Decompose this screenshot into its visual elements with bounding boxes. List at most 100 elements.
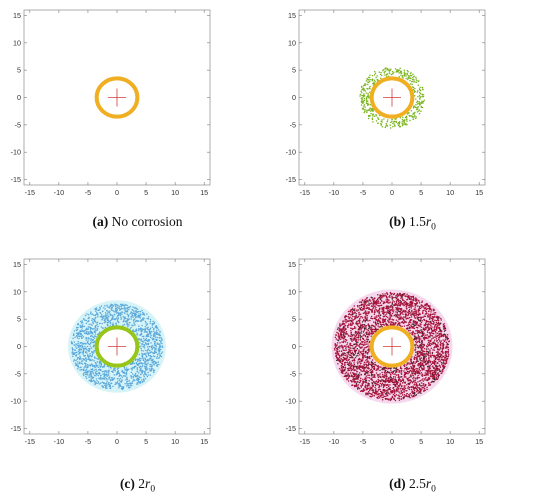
corrosion-particle	[110, 382, 112, 385]
corrosion-particle	[383, 71, 386, 73]
corrosion-particle	[134, 365, 137, 368]
corrosion-particle	[375, 391, 377, 393]
corrosion-particle	[380, 74, 383, 77]
corrosion-particle	[371, 366, 373, 369]
x-tick-label-b: 10	[446, 188, 454, 197]
corrosion-particle	[352, 321, 354, 323]
corrosion-particle	[377, 378, 379, 381]
corrosion-particle	[353, 337, 356, 339]
corrosion-particle	[344, 354, 347, 357]
corrosion-particle	[348, 353, 350, 356]
corrosion-particle	[415, 78, 417, 80]
corrosion-particle	[345, 349, 348, 351]
corrosion-particle	[137, 375, 139, 378]
corrosion-particle	[358, 365, 360, 367]
corrosion-particle	[433, 312, 435, 314]
corrosion-particle	[147, 316, 150, 318]
corrosion-particle	[76, 344, 78, 346]
corrosion-particle	[385, 313, 388, 315]
corrosion-particle	[351, 351, 354, 354]
corrosion-particle	[80, 348, 83, 351]
corrosion-particle	[136, 381, 139, 384]
x-tick-label-b: -10	[329, 188, 339, 197]
corrosion-particle	[417, 362, 420, 365]
corrosion-particle	[410, 307, 413, 309]
corrosion-particle	[366, 386, 368, 388]
corrosion-particle	[156, 336, 158, 339]
corrosion-particle	[424, 389, 426, 392]
corrosion-particle	[364, 377, 366, 379]
corrosion-particle	[86, 373, 88, 376]
corrosion-particle	[103, 370, 105, 373]
corrosion-particle	[145, 354, 147, 356]
corrosion-particle	[407, 324, 409, 327]
corrosion-particle	[155, 325, 158, 327]
corrosion-particle	[420, 362, 422, 364]
corrosion-particle	[139, 310, 142, 313]
corrosion-particle	[354, 334, 356, 336]
corrosion-particle	[125, 317, 127, 320]
corrosion-particle	[131, 367, 133, 370]
corrosion-particle	[145, 335, 147, 337]
corrosion-particle	[432, 308, 435, 311]
corrosion-particle	[427, 337, 429, 339]
x-tick-label-c: 0	[115, 437, 119, 446]
corrosion-particle	[400, 390, 402, 392]
corrosion-particle	[391, 372, 394, 375]
corrosion-particle	[382, 293, 384, 295]
corrosion-particle	[352, 339, 355, 341]
corrosion-particle	[121, 303, 124, 305]
corrosion-particle	[146, 328, 149, 330]
corrosion-particle	[149, 351, 152, 354]
corrosion-particle	[390, 73, 393, 76]
corrosion-particle	[365, 311, 367, 314]
corrosion-particle	[124, 368, 127, 371]
y-tick-label-c: -10	[11, 397, 21, 406]
corrosion-particle	[384, 314, 387, 316]
corrosion-particle	[349, 316, 351, 318]
corrosion-particle	[364, 386, 366, 388]
corrosion-particle	[401, 379, 403, 382]
corrosion-particle	[80, 325, 83, 328]
corrosion-particle	[372, 363, 374, 365]
corrosion-particle	[111, 304, 114, 306]
corrosion-particle	[384, 383, 386, 385]
corrosion-particle	[379, 304, 381, 307]
corrosion-particle	[338, 345, 340, 347]
corrosion-particle	[357, 316, 360, 318]
corrosion-particle	[110, 367, 112, 369]
corrosion-particle	[422, 316, 424, 319]
corrosion-particle	[417, 314, 420, 317]
corrosion-particle	[414, 346, 417, 348]
corrosion-particle	[86, 333, 89, 335]
corrosion-particle	[338, 329, 341, 332]
corrosion-particle	[141, 324, 143, 327]
corrosion-particle	[143, 352, 146, 355]
corrosion-particle	[366, 358, 368, 361]
corrosion-particle	[417, 309, 420, 312]
corrosion-particle	[343, 375, 346, 377]
corrosion-particle	[358, 357, 361, 360]
corrosion-particle	[444, 334, 447, 336]
corrosion-particle	[408, 308, 411, 311]
corrosion-particle	[126, 378, 128, 381]
corrosion-particle	[418, 351, 421, 354]
corrosion-particle	[93, 318, 95, 321]
corrosion-particle	[406, 377, 408, 380]
corrosion-particle	[429, 349, 431, 351]
corrosion-particle	[408, 362, 410, 364]
corrosion-particle	[90, 373, 93, 375]
corrosion-particle	[387, 324, 389, 326]
corrosion-particle	[360, 90, 362, 93]
corrosion-particle	[98, 331, 101, 333]
corrosion-particle	[419, 357, 421, 359]
corrosion-particle	[126, 309, 128, 312]
corrosion-particle	[378, 326, 380, 328]
corrosion-particle	[142, 335, 145, 338]
corrosion-particle	[406, 113, 409, 115]
corrosion-particle	[85, 377, 88, 379]
corrosion-particle	[106, 304, 108, 306]
corrosion-particle	[411, 371, 413, 373]
corrosion-particle	[432, 322, 435, 325]
corrosion-particle	[100, 305, 103, 307]
